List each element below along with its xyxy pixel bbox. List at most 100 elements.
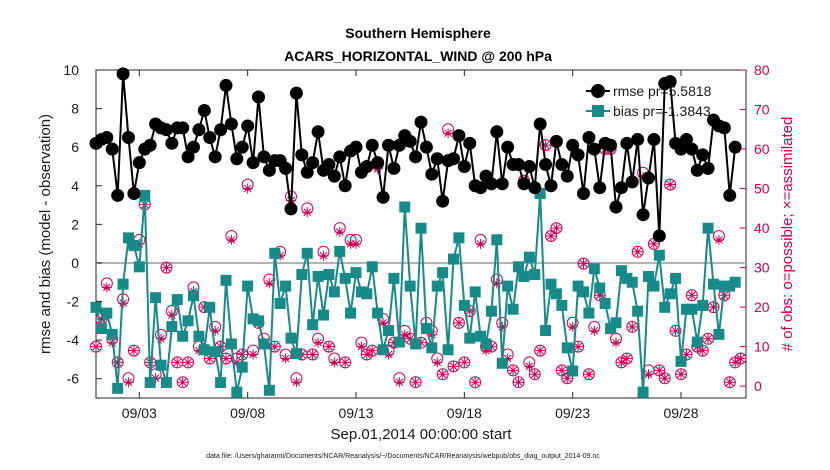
- obs-assimilated-marker: [248, 349, 259, 360]
- obs-assimilated-marker: [313, 337, 324, 348]
- obs-assimilated-marker: [307, 349, 318, 360]
- obs-assimilated-marker: [616, 357, 627, 368]
- obs-assimilated-marker: [172, 357, 183, 368]
- bias-point: [106, 328, 118, 340]
- obs-possible-marker: [723, 376, 736, 389]
- obs-assimilated-marker: [546, 230, 556, 241]
- obs-possible-marker: [685, 289, 698, 302]
- rmse-point: [235, 140, 249, 154]
- rmse-point: [360, 159, 374, 173]
- bias-point: [545, 278, 557, 290]
- obs-assimilated-marker: [356, 341, 367, 352]
- rmse-point: [625, 175, 639, 189]
- rmse-point: [414, 115, 428, 129]
- legend-bias-marker: [592, 105, 604, 117]
- rmse-point: [484, 177, 498, 191]
- rmse-point: [230, 152, 244, 166]
- obs-assimilated-marker: [627, 321, 638, 332]
- obs-assimilated-marker: [394, 377, 405, 388]
- obs-assimilated-marker: [410, 377, 421, 388]
- obs-assimilated-marker: [697, 345, 708, 356]
- x-tick-label: 09/28: [663, 405, 698, 421]
- bias-point: [708, 278, 719, 290]
- bias-point: [469, 286, 481, 298]
- obs-assimilated-marker: [329, 357, 340, 368]
- obs-assimilated-marker: [345, 238, 356, 249]
- obs-assimilated-marker: [291, 377, 302, 388]
- rmse-point: [566, 138, 580, 152]
- rmse-point: [392, 138, 406, 152]
- obs-possible-marker: [534, 344, 547, 357]
- bias-point: [274, 297, 286, 309]
- rmse-point: [501, 140, 515, 154]
- rmse-point: [517, 177, 531, 191]
- obs-assimilated-marker: [665, 179, 676, 190]
- rmse-point: [620, 136, 634, 150]
- rmse-point: [636, 208, 650, 222]
- rmse-point: [463, 136, 477, 150]
- obs-assimilated-marker: [399, 329, 410, 340]
- obs-assimilated-marker: [713, 234, 724, 245]
- obs-assimilated-marker: [481, 345, 491, 356]
- rmse-point: [349, 140, 363, 154]
- obs-assimilated-marker: [611, 337, 621, 348]
- rmse-point: [679, 132, 693, 146]
- obs-possible-marker: [182, 356, 195, 369]
- obs-possible-marker: [458, 356, 471, 369]
- rmse-point: [728, 140, 742, 154]
- obs-possible-marker: [160, 261, 173, 274]
- rmse-point: [165, 136, 179, 150]
- bias-point: [442, 344, 454, 356]
- bias-point: [285, 332, 297, 344]
- obs-assimilated-marker: [529, 369, 540, 380]
- bias-point: [437, 267, 449, 279]
- rmse-point: [457, 159, 471, 173]
- x-tick-label: 09/13: [338, 405, 373, 421]
- bias-point: [312, 270, 324, 282]
- rmse-point: [224, 117, 238, 131]
- obs-assimilated-marker: [491, 278, 502, 289]
- obs-assimilated-marker: [448, 361, 459, 372]
- rmse-point: [387, 161, 401, 175]
- rmse-point: [105, 142, 119, 156]
- obs-assimilated-marker: [323, 341, 334, 352]
- x-tick-label: 09/18: [447, 405, 482, 421]
- rmse-point: [306, 156, 320, 170]
- y-tick-label: -2: [67, 294, 80, 310]
- obs-assimilated-marker: [432, 357, 443, 368]
- rmse-series: [89, 67, 742, 243]
- rmse-point: [246, 156, 260, 170]
- bias-point: [220, 274, 232, 286]
- y-tick-label: 8: [71, 101, 79, 117]
- x-tick-label: 09/23: [555, 405, 590, 421]
- rmse-point: [208, 150, 222, 164]
- bias-point: [615, 265, 627, 277]
- rmse-point: [522, 159, 536, 173]
- obs-assimilated-marker: [302, 207, 313, 218]
- rmse-point: [214, 123, 228, 137]
- bias-point: [664, 288, 676, 300]
- rmse-point: [663, 75, 677, 89]
- rmse-point: [582, 131, 596, 145]
- y2-tick-label: 70: [754, 102, 770, 118]
- obs-assimilated-marker: [177, 377, 188, 388]
- obs-possible-marker: [550, 222, 563, 235]
- obs-assimilated-marker: [513, 377, 524, 388]
- bias-point: [632, 305, 644, 317]
- obs-assimilated-marker: [156, 333, 166, 344]
- legend-rmse-label: rmse pr=5.5818: [613, 83, 712, 99]
- obs-assimilated-marker: [367, 345, 378, 356]
- bias-point: [458, 299, 470, 311]
- obs-assimilated-marker: [497, 321, 508, 332]
- bias-point: [101, 307, 113, 319]
- obs-possible-marker: [447, 360, 460, 373]
- y2-axis-label: # of obs: o=possible; ×=assimilated: [779, 117, 796, 352]
- rmse-point: [257, 150, 271, 164]
- y-tick-label: 2: [71, 216, 79, 232]
- obs-assimilated-marker: [210, 325, 221, 336]
- obs-assimilated-marker: [91, 341, 101, 352]
- rmse-point: [723, 188, 737, 202]
- obs-possible-marker: [452, 316, 465, 329]
- bias-point: [713, 328, 725, 340]
